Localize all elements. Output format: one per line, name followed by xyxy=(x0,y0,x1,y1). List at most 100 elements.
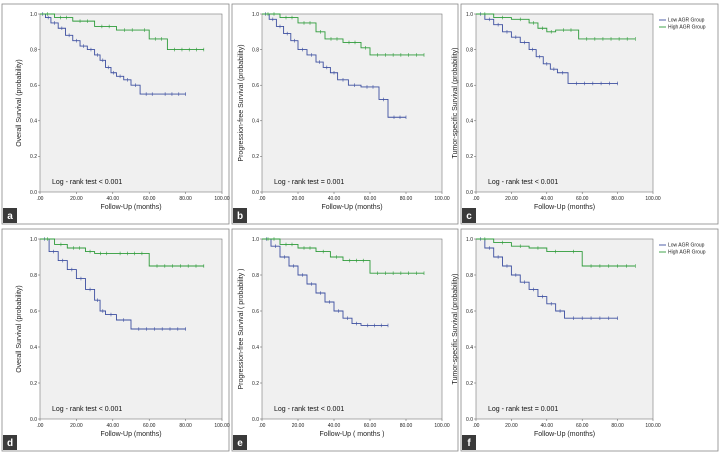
x-tick-label: 40.00 xyxy=(107,423,120,429)
x-tick-label: .00 xyxy=(37,196,44,202)
y-tick-label: 0.0 xyxy=(466,417,473,423)
y-tick-label: 0.0 xyxy=(252,417,259,423)
x-tick-label: 20.00 xyxy=(292,196,305,202)
y-tick-label: 0.4 xyxy=(466,345,473,351)
x-tick-label: 60.00 xyxy=(364,196,377,202)
x-tick-label: 100.00 xyxy=(645,196,661,202)
y-tick-label: 0.0 xyxy=(466,190,473,196)
y-tick-label: 1.0 xyxy=(466,237,473,243)
x-tick-label: 40.00 xyxy=(541,196,554,202)
logrank-annotation: Log - rank test < 0.001 xyxy=(488,179,558,186)
y-tick-label: 0.2 xyxy=(252,154,259,160)
x-tick-label: 20.00 xyxy=(505,196,518,202)
y-axis-label: Tumor-specific Survival (probability) xyxy=(452,48,459,159)
x-axis-label: Follow-Up (months) xyxy=(321,204,382,211)
panel-letter: f xyxy=(467,438,471,449)
x-tick-label: 100.00 xyxy=(434,196,450,202)
y-tick-label: 0.6 xyxy=(252,83,259,89)
panel-e: 0.0 0.2 0.4 0.6 0.8 1.0 .00 20.00 40.00 60.00 80.0… xyxy=(231,228,459,452)
logrank-annotation: Log - rank test = 0.001 xyxy=(274,179,344,186)
x-axis-label: Follow-Up (months) xyxy=(534,431,595,438)
y-tick-label: 0.8 xyxy=(30,273,37,279)
y-tick-label: 1.0 xyxy=(252,12,259,18)
y-tick-label: 0.8 xyxy=(466,47,473,53)
panel-letter: e xyxy=(237,438,243,449)
legend-label-high: High AGR Group xyxy=(668,250,706,256)
y-tick-label: 0.4 xyxy=(466,119,473,125)
x-tick-label: 60.00 xyxy=(143,196,156,202)
logrank-annotation: Log - rank test < 0.001 xyxy=(52,406,122,413)
y-tick-label: 0.4 xyxy=(252,345,259,351)
y-axis-label: Progression-free Survival (probability) xyxy=(238,44,245,161)
y-tick-label: 0.8 xyxy=(252,47,259,53)
legend-label-low: Low AGR Group xyxy=(668,243,705,249)
plot-area xyxy=(475,238,654,420)
y-axis-label: Overall Survival (probability) xyxy=(16,59,23,147)
panel-badge xyxy=(3,435,17,450)
panel-badge xyxy=(462,208,476,223)
y-tick-label: 0.6 xyxy=(30,309,37,315)
y-tick-label: 0.2 xyxy=(252,381,259,387)
panel-letter: c xyxy=(466,211,472,222)
panel-badge xyxy=(233,208,247,223)
x-tick-label: 60.00 xyxy=(364,423,377,429)
x-tick-label: 80.00 xyxy=(611,196,624,202)
x-tick-label: 80.00 xyxy=(179,196,192,202)
x-tick-label: .00 xyxy=(37,423,44,429)
x-axis-label: Follow-Up (months) xyxy=(534,204,595,211)
x-tick-label: .00 xyxy=(259,196,266,202)
panel-badge xyxy=(233,435,247,450)
x-tick-label: 80.00 xyxy=(400,423,413,429)
series-high-curve xyxy=(40,238,204,267)
y-tick-label: 0.8 xyxy=(466,273,473,279)
y-tick-label: 0.2 xyxy=(466,154,473,160)
y-tick-label: 1.0 xyxy=(466,12,473,18)
x-tick-label: 20.00 xyxy=(292,423,305,429)
y-tick-label: 0.6 xyxy=(30,83,37,89)
series-low-curve xyxy=(476,13,618,84)
panel-d: 0.0 0.2 0.4 0.6 0.8 1.0 .00 20.00 40.00 60.00 80.0… xyxy=(1,228,230,452)
x-tick-label: 20.00 xyxy=(70,196,83,202)
y-tick-label: 0.4 xyxy=(30,119,37,125)
y-tick-label: 0.0 xyxy=(252,190,259,196)
x-tick-label: 100.00 xyxy=(434,423,450,429)
y-tick-label: 0.4 xyxy=(30,345,37,351)
x-tick-label: 100.00 xyxy=(645,423,661,429)
x-axis-label: Follow-Up (months) xyxy=(100,204,161,211)
panel-c: 0.0 0.2 0.4 0.6 0.8 1.0 .00 20.00 40.00 60.00 80.0… xyxy=(452,3,719,225)
y-tick-label: 0.6 xyxy=(466,309,473,315)
y-tick-label: 0.8 xyxy=(30,47,37,53)
x-tick-label: 80.00 xyxy=(400,196,413,202)
y-tick-label: 0.0 xyxy=(30,190,37,196)
logrank-annotation: Log - rank test = 0.001 xyxy=(488,406,558,413)
legend-label-high: High AGR Group xyxy=(668,25,706,31)
y-tick-label: 0.2 xyxy=(466,381,473,387)
x-tick-label: 80.00 xyxy=(179,423,192,429)
x-tick-label: 100.00 xyxy=(214,196,230,202)
x-tick-label: 40.00 xyxy=(541,423,554,429)
series-low-curve xyxy=(40,13,186,95)
panel-letter: d xyxy=(7,438,13,449)
x-tick-label: 20.00 xyxy=(505,423,518,429)
y-tick-label: 0.0 xyxy=(30,417,37,423)
y-tick-label: 0.4 xyxy=(252,119,259,125)
y-tick-label: 0.6 xyxy=(466,83,473,89)
panel-badge xyxy=(3,208,17,223)
x-axis-label: Follow-Up (months) xyxy=(100,431,161,438)
y-tick-label: 0.2 xyxy=(30,381,37,387)
plot-area xyxy=(261,13,443,193)
y-axis-label: Tumor-specific Survival (probability) xyxy=(452,274,459,385)
x-tick-label: 40.00 xyxy=(107,196,120,202)
x-tick-label: 60.00 xyxy=(576,423,589,429)
panel-letter: a xyxy=(7,211,13,222)
y-tick-label: 0.8 xyxy=(252,273,259,279)
panel-f: 0.0 0.2 0.4 0.6 0.8 1.0 .00 20.00 40.00 60.00 80.0… xyxy=(452,228,719,452)
panel-a: 0.0 0.2 0.4 0.6 0.8 1.0 .00 20.00 40.00 60.00 80.0… xyxy=(1,3,230,225)
x-tick-label: 40.00 xyxy=(328,196,341,202)
x-tick-label: .00 xyxy=(259,423,266,429)
series-low-curve xyxy=(262,238,388,326)
y-axis-label: Overall Survival (probability) xyxy=(16,285,23,373)
x-tick-label: 80.00 xyxy=(611,423,624,429)
x-tick-label: 60.00 xyxy=(143,423,156,429)
